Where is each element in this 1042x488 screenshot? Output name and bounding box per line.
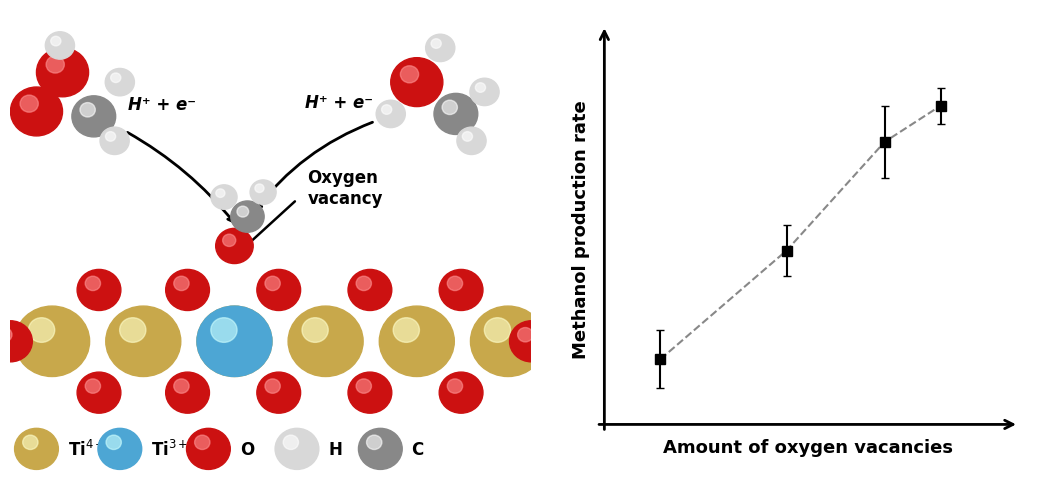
Circle shape bbox=[223, 235, 235, 247]
Circle shape bbox=[174, 277, 189, 291]
Circle shape bbox=[447, 277, 463, 291]
Circle shape bbox=[288, 306, 363, 377]
Text: H: H bbox=[328, 440, 342, 458]
Circle shape bbox=[85, 379, 100, 393]
Circle shape bbox=[28, 318, 55, 343]
Circle shape bbox=[77, 270, 121, 311]
Circle shape bbox=[10, 88, 63, 137]
Circle shape bbox=[195, 435, 209, 449]
Text: Ti$^{4+}$: Ti$^{4+}$ bbox=[68, 439, 105, 459]
Circle shape bbox=[265, 379, 280, 393]
Circle shape bbox=[98, 428, 142, 469]
Text: H⁺ + e⁻: H⁺ + e⁻ bbox=[304, 94, 373, 111]
Circle shape bbox=[110, 74, 121, 83]
Circle shape bbox=[106, 435, 121, 449]
Circle shape bbox=[46, 33, 75, 60]
Circle shape bbox=[447, 379, 463, 393]
Circle shape bbox=[197, 306, 272, 377]
Circle shape bbox=[256, 372, 301, 413]
Circle shape bbox=[216, 229, 253, 264]
Circle shape bbox=[174, 379, 189, 393]
Circle shape bbox=[36, 49, 89, 98]
Circle shape bbox=[0, 321, 32, 362]
Circle shape bbox=[376, 101, 405, 128]
Circle shape bbox=[381, 105, 392, 115]
X-axis label: Amount of oxygen vacancies: Amount of oxygen vacancies bbox=[663, 438, 952, 456]
Circle shape bbox=[20, 96, 39, 113]
Circle shape bbox=[356, 379, 371, 393]
Circle shape bbox=[46, 57, 65, 74]
Circle shape bbox=[442, 101, 457, 115]
Circle shape bbox=[356, 277, 371, 291]
Circle shape bbox=[23, 435, 38, 449]
Circle shape bbox=[15, 306, 90, 377]
Circle shape bbox=[470, 79, 499, 106]
Circle shape bbox=[367, 435, 381, 449]
Circle shape bbox=[393, 318, 420, 343]
Y-axis label: Methanol production rate: Methanol production rate bbox=[572, 100, 591, 359]
Circle shape bbox=[275, 428, 319, 469]
Circle shape bbox=[302, 318, 328, 343]
Circle shape bbox=[231, 202, 265, 233]
Circle shape bbox=[77, 372, 121, 413]
Circle shape bbox=[510, 321, 553, 362]
Circle shape bbox=[105, 69, 134, 97]
Circle shape bbox=[463, 132, 472, 142]
Circle shape bbox=[283, 435, 298, 449]
Text: Oxygen
vacancy: Oxygen vacancy bbox=[307, 168, 382, 207]
Circle shape bbox=[391, 59, 443, 107]
Circle shape bbox=[105, 132, 116, 142]
Circle shape bbox=[431, 40, 441, 49]
Circle shape bbox=[379, 306, 454, 377]
Text: Ti$^{3+}$: Ti$^{3+}$ bbox=[151, 439, 189, 459]
Circle shape bbox=[0, 328, 11, 342]
Circle shape bbox=[15, 428, 58, 469]
Circle shape bbox=[216, 189, 225, 198]
Circle shape bbox=[518, 328, 532, 342]
Circle shape bbox=[456, 128, 486, 155]
Text: C: C bbox=[412, 440, 424, 458]
Circle shape bbox=[256, 270, 301, 311]
Circle shape bbox=[475, 83, 486, 93]
Circle shape bbox=[425, 35, 454, 62]
Circle shape bbox=[210, 185, 237, 210]
Circle shape bbox=[210, 318, 238, 343]
Circle shape bbox=[358, 428, 402, 469]
Circle shape bbox=[51, 37, 60, 47]
Circle shape bbox=[348, 270, 392, 311]
Circle shape bbox=[440, 372, 483, 413]
Circle shape bbox=[400, 66, 419, 83]
Circle shape bbox=[255, 184, 264, 193]
Circle shape bbox=[85, 277, 100, 291]
Circle shape bbox=[250, 181, 276, 205]
Circle shape bbox=[440, 270, 483, 311]
Circle shape bbox=[265, 277, 280, 291]
Text: O: O bbox=[240, 440, 254, 458]
Circle shape bbox=[485, 318, 511, 343]
Circle shape bbox=[435, 94, 477, 135]
Circle shape bbox=[72, 97, 116, 138]
Circle shape bbox=[166, 372, 209, 413]
Circle shape bbox=[80, 103, 95, 118]
Circle shape bbox=[210, 318, 238, 343]
Circle shape bbox=[166, 270, 209, 311]
Circle shape bbox=[471, 306, 546, 377]
Text: H⁺ + e⁻: H⁺ + e⁻ bbox=[127, 96, 196, 114]
Circle shape bbox=[197, 306, 272, 377]
Circle shape bbox=[187, 428, 230, 469]
Circle shape bbox=[100, 128, 129, 155]
Circle shape bbox=[348, 372, 392, 413]
Circle shape bbox=[120, 318, 146, 343]
Circle shape bbox=[105, 306, 180, 377]
Circle shape bbox=[237, 207, 249, 218]
